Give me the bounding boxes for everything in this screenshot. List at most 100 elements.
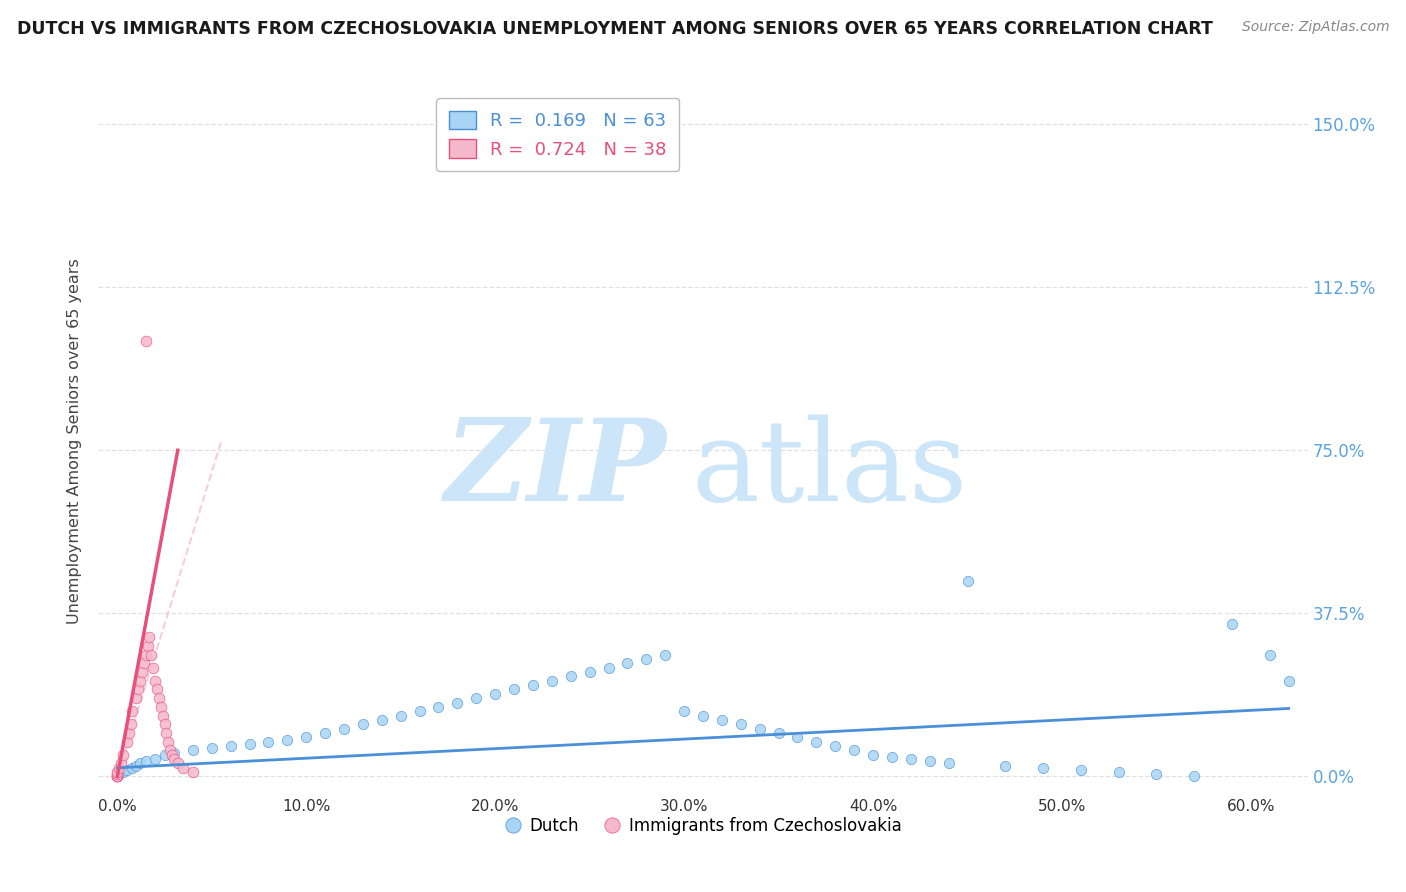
Point [786,731,808,745]
Point [135,334,157,349]
Point [163,746,186,760]
Point [598,661,620,675]
Point [352,717,374,731]
Point [111,765,134,780]
Point [153,717,176,731]
Text: DUTCH VS IMMIGRANTS FROM CZECHOSLOVAKIA UNEMPLOYMENT AMONG SENIORS OVER 65 YEARS: DUTCH VS IMMIGRANTS FROM CZECHOSLOVAKIA … [17,20,1213,37]
Point [748,722,770,736]
Point [105,769,128,783]
Y-axis label: Unemployment Among Seniors over 65 years: Unemployment Among Seniors over 65 years [67,259,83,624]
Point [148,691,170,706]
Point [105,769,128,783]
Point [141,648,163,662]
Point [806,734,828,748]
Point [166,756,188,771]
Point [616,657,638,671]
Point [1278,673,1301,688]
Point [149,699,172,714]
Point [938,756,960,771]
Point [389,708,412,723]
Point [138,630,160,644]
Legend: Dutch, Immigrants from Czechoslovakia: Dutch, Immigrants from Czechoslovakia [498,811,908,842]
Point [135,754,157,768]
Point [108,761,131,775]
Point [994,758,1017,772]
Point [129,756,152,771]
Text: atlas: atlas [690,415,967,525]
Point [127,682,149,697]
Point [710,713,733,727]
Point [844,743,866,757]
Point [146,682,169,697]
Point [636,652,658,666]
Point [115,763,138,777]
Point [1258,648,1281,662]
Point [484,687,506,701]
Point [105,769,128,783]
Point [1182,769,1205,783]
Point [121,704,143,718]
Point [276,732,298,747]
Point [120,717,142,731]
Point [1108,765,1130,780]
Point [136,639,159,653]
Point [181,765,204,780]
Point [522,678,544,692]
Point [163,752,186,766]
Point [333,722,356,736]
Point [110,756,132,771]
Point [446,696,468,710]
Point [1032,761,1054,775]
Point [181,743,204,757]
Point [105,767,128,781]
Point [131,665,153,679]
Point [824,739,846,753]
Point [239,737,262,751]
Point [118,726,141,740]
Point [121,761,143,775]
Point [143,752,166,766]
Point [159,743,181,757]
Point [105,769,128,783]
Point [654,648,676,662]
Point [172,761,194,775]
Point [125,758,148,772]
Point [129,673,152,688]
Point [768,726,790,740]
Point [219,739,242,753]
Point [160,747,183,762]
Point [115,734,138,748]
Point [880,750,903,764]
Point [201,741,224,756]
Point [157,734,180,748]
Point [918,754,941,768]
Point [152,708,174,723]
Point [540,673,562,688]
Point [692,708,714,723]
Point [730,717,752,731]
Text: ZIP: ZIP [444,414,666,525]
Point [105,769,128,783]
Point [862,747,884,762]
Point [142,661,165,675]
Point [143,673,166,688]
Point [155,726,177,740]
Point [257,734,280,748]
Point [125,691,148,706]
Point [105,765,128,780]
Point [153,747,176,762]
Point [560,669,582,683]
Point [465,691,488,706]
Point [503,682,526,697]
Point [1070,763,1092,777]
Point [295,731,318,745]
Point [1144,767,1167,781]
Point [408,704,430,718]
Point [135,648,157,662]
Point [427,699,450,714]
Point [108,767,131,781]
Point [956,574,979,588]
Point [673,704,696,718]
Point [132,657,155,671]
Point [371,713,394,727]
